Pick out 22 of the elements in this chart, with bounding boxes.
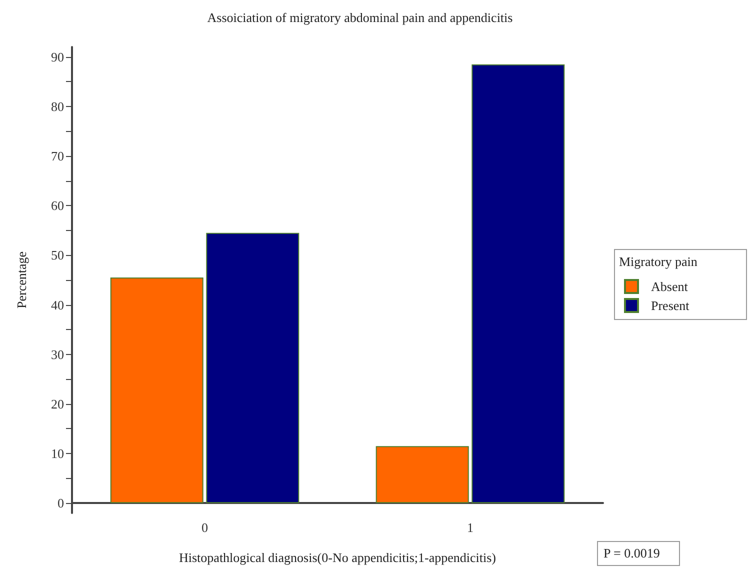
y-tick-label: 80: [51, 98, 64, 114]
y-axis-title: Percentage: [14, 251, 29, 309]
y-tick-label: 60: [51, 198, 64, 214]
y-tick-label: 20: [51, 396, 64, 412]
bar: [472, 64, 565, 504]
bar: [110, 278, 204, 504]
chart-title: Assoiciation of migratory abdominal pain and appendicitis: [207, 10, 513, 25]
legend-title: Migratory pain: [619, 254, 698, 269]
bar: [376, 446, 469, 504]
text: P = 0.0019: [604, 546, 660, 560]
y-tick-label: 0: [58, 496, 64, 511]
y-tick-label: 10: [51, 446, 64, 462]
bar: [206, 232, 300, 504]
x-tick-label: 1: [467, 520, 474, 535]
y-tick-label: 70: [51, 148, 64, 164]
y-tick-label: 90: [51, 49, 64, 64]
x-axis-title: Histopathlogical diagnosis(0-No appendicitis;1-appendicitis): [179, 550, 496, 565]
legend-label: Present: [651, 298, 690, 313]
legend-label: Absent: [651, 279, 688, 294]
y-tick-label: 30: [51, 346, 64, 362]
y-tick-label: 50: [51, 248, 64, 263]
y-tick-label: 40: [51, 297, 64, 312]
